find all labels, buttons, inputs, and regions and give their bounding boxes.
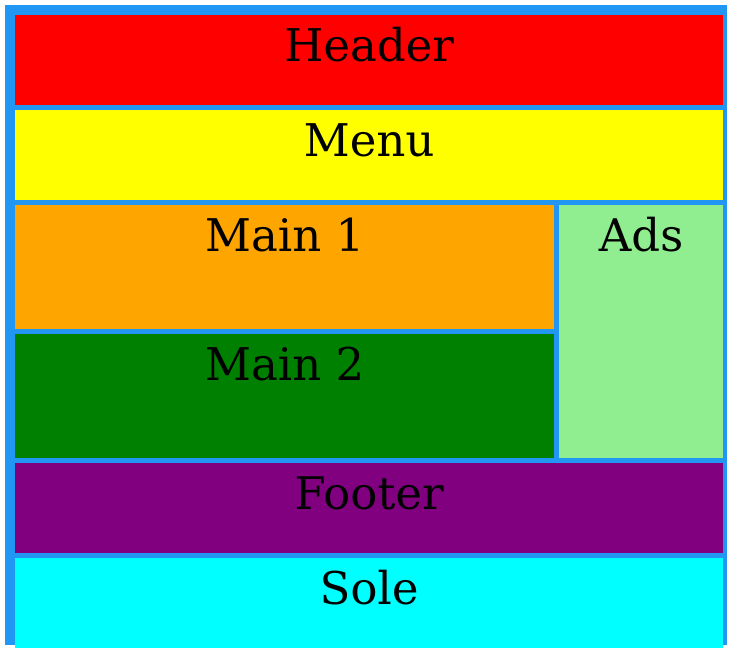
grid-container: Header Menu Main 1 Main 2 Ads Footer Sol… [5,5,727,648]
footer-area: Footer [15,463,723,553]
header-area: Header [15,15,723,105]
main-2-area: Main 2 [15,334,554,458]
menu-area: Menu [15,110,723,200]
ads-area: Ads [559,205,723,458]
main-1-area: Main 1 [15,205,554,329]
sole-area: Sole [15,558,723,648]
